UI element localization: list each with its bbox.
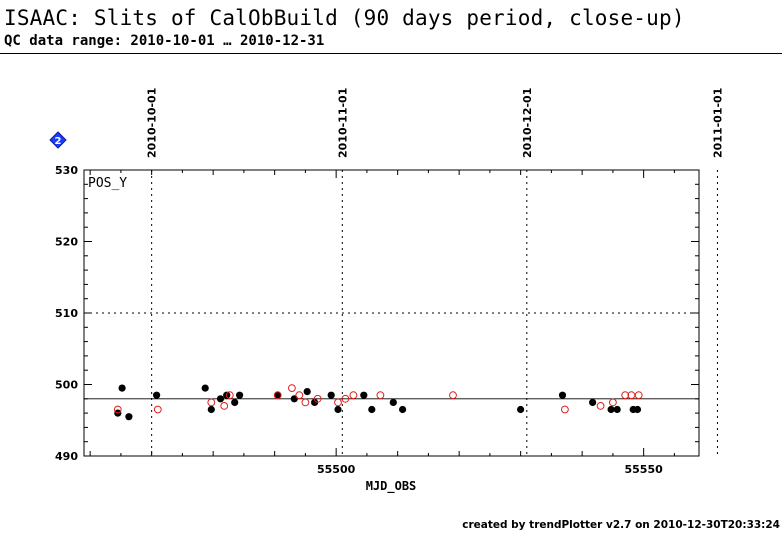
data-point-filled	[613, 405, 621, 414]
date-label: 2010-10-01	[146, 88, 159, 158]
data-point-open	[596, 402, 605, 410]
data-point-open	[341, 394, 350, 403]
chart-subtitle: QC data range: 2010-10-01 … 2010-12-31	[4, 33, 325, 49]
data-point-open	[313, 394, 322, 403]
data-point-filled	[201, 384, 209, 392]
data-point-filled	[207, 405, 215, 414]
chart-title: ISAAC: Slits of CalObBuild (90 days peri…	[4, 6, 685, 30]
data-point-filled	[399, 405, 407, 414]
x-tick-label: 55550	[625, 463, 664, 476]
data-point-filled	[303, 388, 311, 396]
data-point-filled	[216, 395, 225, 403]
diamond-info-icon[interactable]	[49, 131, 67, 149]
data-point-filled	[633, 405, 642, 414]
data-point-filled	[290, 395, 298, 403]
data-point-filled	[334, 405, 342, 414]
badge[interactable]: 2	[49, 131, 67, 149]
x-axis-label: MJD_OBS	[366, 479, 417, 494]
data-point-open	[113, 405, 122, 414]
y-tick-label: 530	[55, 164, 78, 177]
y-tick-label: 520	[55, 236, 78, 249]
y-tick-label: 500	[55, 379, 78, 392]
data-point-filled	[274, 391, 282, 399]
data-point-open	[349, 391, 358, 400]
date-label: 2010-11-01	[336, 88, 349, 158]
badge-label: 2	[55, 136, 62, 147]
data-points	[113, 384, 643, 421]
data-point-filled	[125, 413, 133, 421]
date-label: 2010-12-01	[521, 88, 534, 158]
data-point-filled	[389, 398, 397, 406]
data-point-open	[376, 391, 385, 400]
data-point-open	[295, 391, 304, 400]
y-tick-label: 510	[55, 307, 78, 320]
header-divider	[0, 53, 782, 54]
footer-credit: created by trendPlotter v2.7 on 2010-12-…	[462, 519, 780, 531]
date-markers: 2010-10-01 2010-11-01 2010-12-01 2011-01-01	[146, 88, 724, 456]
data-point-open	[609, 398, 617, 407]
data-point-open	[627, 391, 636, 400]
data-point-open	[561, 405, 569, 414]
data-point-open	[207, 398, 216, 407]
data-point-filled	[360, 391, 368, 399]
data-point-open	[621, 391, 630, 400]
data-point-filled	[607, 405, 615, 414]
data-point-filled	[118, 384, 126, 392]
data-point-filled	[236, 391, 244, 399]
data-point-filled	[589, 398, 597, 406]
data-point-open	[634, 391, 643, 400]
y-tick-label: 490	[55, 450, 78, 463]
data-point-filled	[153, 391, 161, 399]
axes: 490 500 510 520 530 55500 55550	[55, 164, 699, 476]
data-point-open	[273, 391, 282, 400]
data-point-filled	[231, 398, 239, 406]
data-point-filled	[327, 391, 335, 399]
data-point-open	[449, 391, 457, 400]
data-point-filled	[558, 391, 567, 399]
data-point-open	[288, 384, 296, 393]
data-point-filled	[368, 405, 376, 414]
data-point-open	[153, 405, 162, 414]
date-label: 2011-01-01	[711, 88, 724, 158]
panel-label: POS_Y	[88, 176, 127, 191]
data-point-filled	[311, 398, 319, 406]
data-point-open	[220, 402, 229, 410]
data-point-filled	[517, 405, 525, 414]
x-tick-label: 55500	[317, 463, 356, 476]
data-point-open	[301, 398, 310, 407]
data-point-open	[334, 398, 342, 407]
data-point-open	[225, 391, 234, 400]
